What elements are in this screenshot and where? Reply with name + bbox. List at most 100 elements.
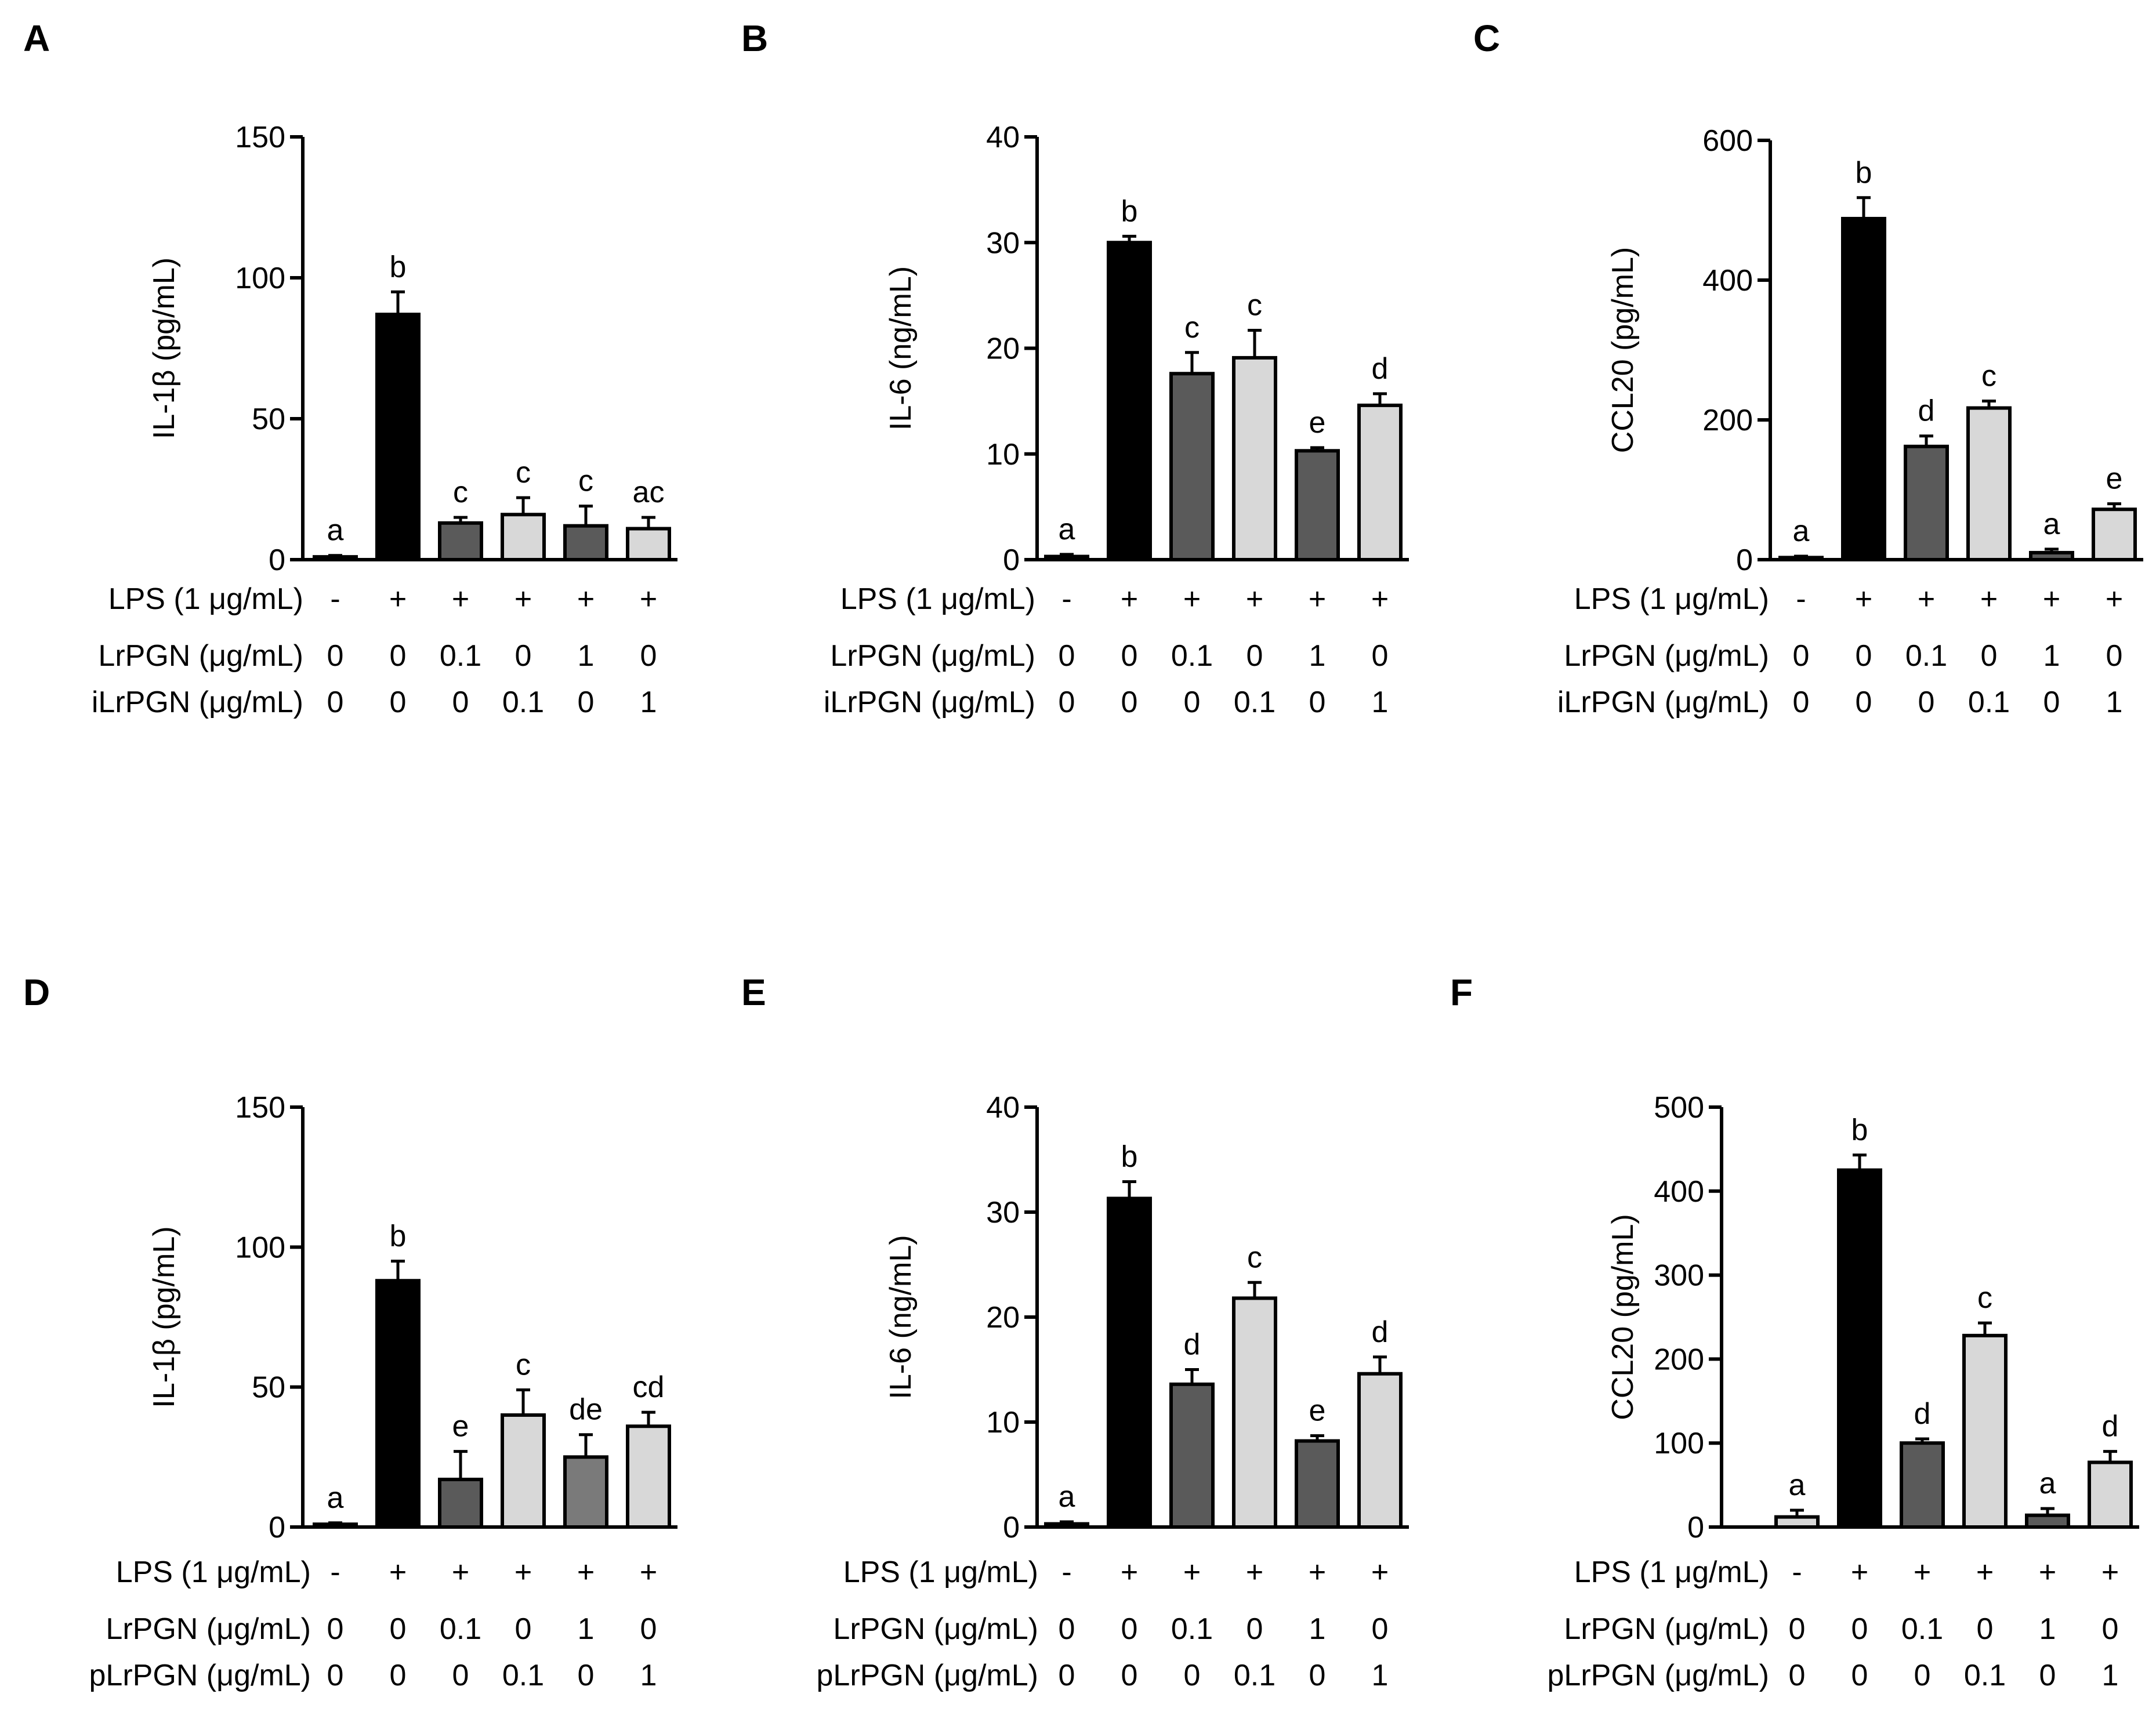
treatment-value: 0 [1121,686,1138,719]
treatment-value: 0 [2043,686,2060,719]
significance-label: d [1372,1315,1389,1349]
treatment-row-label: iLrPGN (μg/mL) [824,686,1035,719]
treatment-row-label: iLrPGN (μg/mL) [92,686,303,719]
bar [1778,556,1824,562]
treatment-value: 0 [2102,1612,2119,1646]
y-tick-label: 50 [252,402,285,436]
treatment-value: 0 [452,686,469,719]
significance-label: e [1309,1394,1326,1428]
treatment-value: 0.1 [502,686,544,719]
y-tick-label: 10 [986,1406,1020,1439]
treatment-value: 0 [1059,1659,1075,1692]
treatment-value: + [577,1555,595,1589]
treatment-value: 0.1 [1234,686,1276,719]
y-axis-label: CCL20 (pg/mL) [1606,247,1640,453]
panel-letter: A [23,17,50,59]
y-tick-label: 30 [986,1196,1020,1230]
treatment-value: 0.1 [1171,1612,1213,1646]
treatment-value: + [1183,1555,1201,1589]
treatment-value: 0 [1793,686,1810,719]
significance-label: d [1914,1397,1931,1431]
significance-label: d [1918,394,1935,428]
panel-letter: B [741,17,768,59]
treatment-value: + [1309,1555,1326,1589]
treatment-value: 0 [390,686,407,719]
treatment-value: 1 [2043,639,2060,673]
significance-label: c [516,1348,531,1381]
y-tick-label: 0 [1003,543,1020,577]
treatment-value: 0 [1059,639,1075,673]
treatment-value: + [1976,1555,1994,1589]
significance-label: b [390,1219,407,1253]
treatment-value: + [452,1555,469,1589]
bar [313,1522,358,1529]
treatment-value: - [1061,582,1071,616]
significance-label: d [2102,1410,2119,1444]
bar [1295,449,1340,561]
bar [1966,406,2012,561]
panel-letter: F [1450,971,1473,1013]
treatment-value: 0 [1121,639,1138,673]
treatment-value: + [1855,582,1872,616]
treatment-value: + [1183,582,1201,616]
treatment-value: + [1309,582,1326,616]
significance-label: c [1247,289,1262,322]
significance-label: d [1184,1328,1201,1362]
treatment-value: 0 [578,1659,595,1692]
treatment-value: 1 [640,1659,657,1692]
treatment-value: 1 [1372,1659,1389,1692]
treatment-value: 0 [1789,1612,1806,1646]
significance-label: c [1247,1241,1262,1274]
treatment-value: 0 [2039,1659,2056,1692]
bar [2025,1513,2070,1529]
treatment-value: + [389,582,407,616]
significance-label: a [1059,513,1075,546]
treatment-value: 1 [2106,686,2123,719]
significance-label: a [2039,1467,2056,1500]
y-tick-label: 100 [235,1231,285,1264]
treatment-value: 0 [1121,1659,1138,1692]
significance-label: a [1789,1468,1806,1502]
treatment-value: 1 [1309,639,1326,673]
treatment-row-label: pLrPGN (μg/mL) [1548,1659,1769,1692]
significance-label: b [1121,194,1138,228]
bar [563,1455,608,1529]
treatment-value: 0 [1372,639,1389,673]
treatment-value: 0 [390,639,407,673]
significance-label: a [2043,507,2060,541]
bar [1107,1196,1152,1529]
y-tick-label: 400 [1702,264,1753,298]
y-tick-label: 200 [1702,404,1753,437]
bar [1900,1441,1945,1529]
treatment-value: 1 [2039,1612,2056,1646]
treatment-value: 0 [327,1659,344,1692]
treatment-value: + [1246,582,1263,616]
y-tick-label: 200 [1654,1343,1704,1376]
significance-label: b [1851,1114,1868,1147]
treatment-value: 0 [1309,1659,1326,1692]
treatment-value: 0 [1309,686,1326,719]
y-axis-label: CCL20 (pg/mL) [1606,1214,1640,1420]
significance-label: b [1121,1140,1138,1174]
treatment-value: 0 [1856,686,1872,719]
treatment-value: 0.1 [440,1612,481,1646]
treatment-value: 0 [1059,1612,1075,1646]
treatment-value: - [1796,582,1806,616]
significance-label: e [2106,462,2123,496]
treatment-value: 1 [1372,686,1389,719]
treatment-row-label: pLrPGN (μg/mL) [89,1659,311,1692]
bar [626,527,671,561]
y-tick-label: 20 [986,332,1020,366]
y-tick-label: 150 [235,1091,285,1125]
bar [1044,1522,1089,1529]
significance-label: d [1372,352,1389,386]
treatment-value: + [514,1555,532,1589]
panel-letter: E [741,971,766,1013]
treatment-value: 0 [1247,639,1263,673]
y-axis-label: IL-1β (pg/mL) [147,258,181,439]
bar [1962,1333,2008,1529]
treatment-value: + [1371,582,1389,616]
treatment-row-label: LPS (1 μg/mL) [1574,582,1769,616]
